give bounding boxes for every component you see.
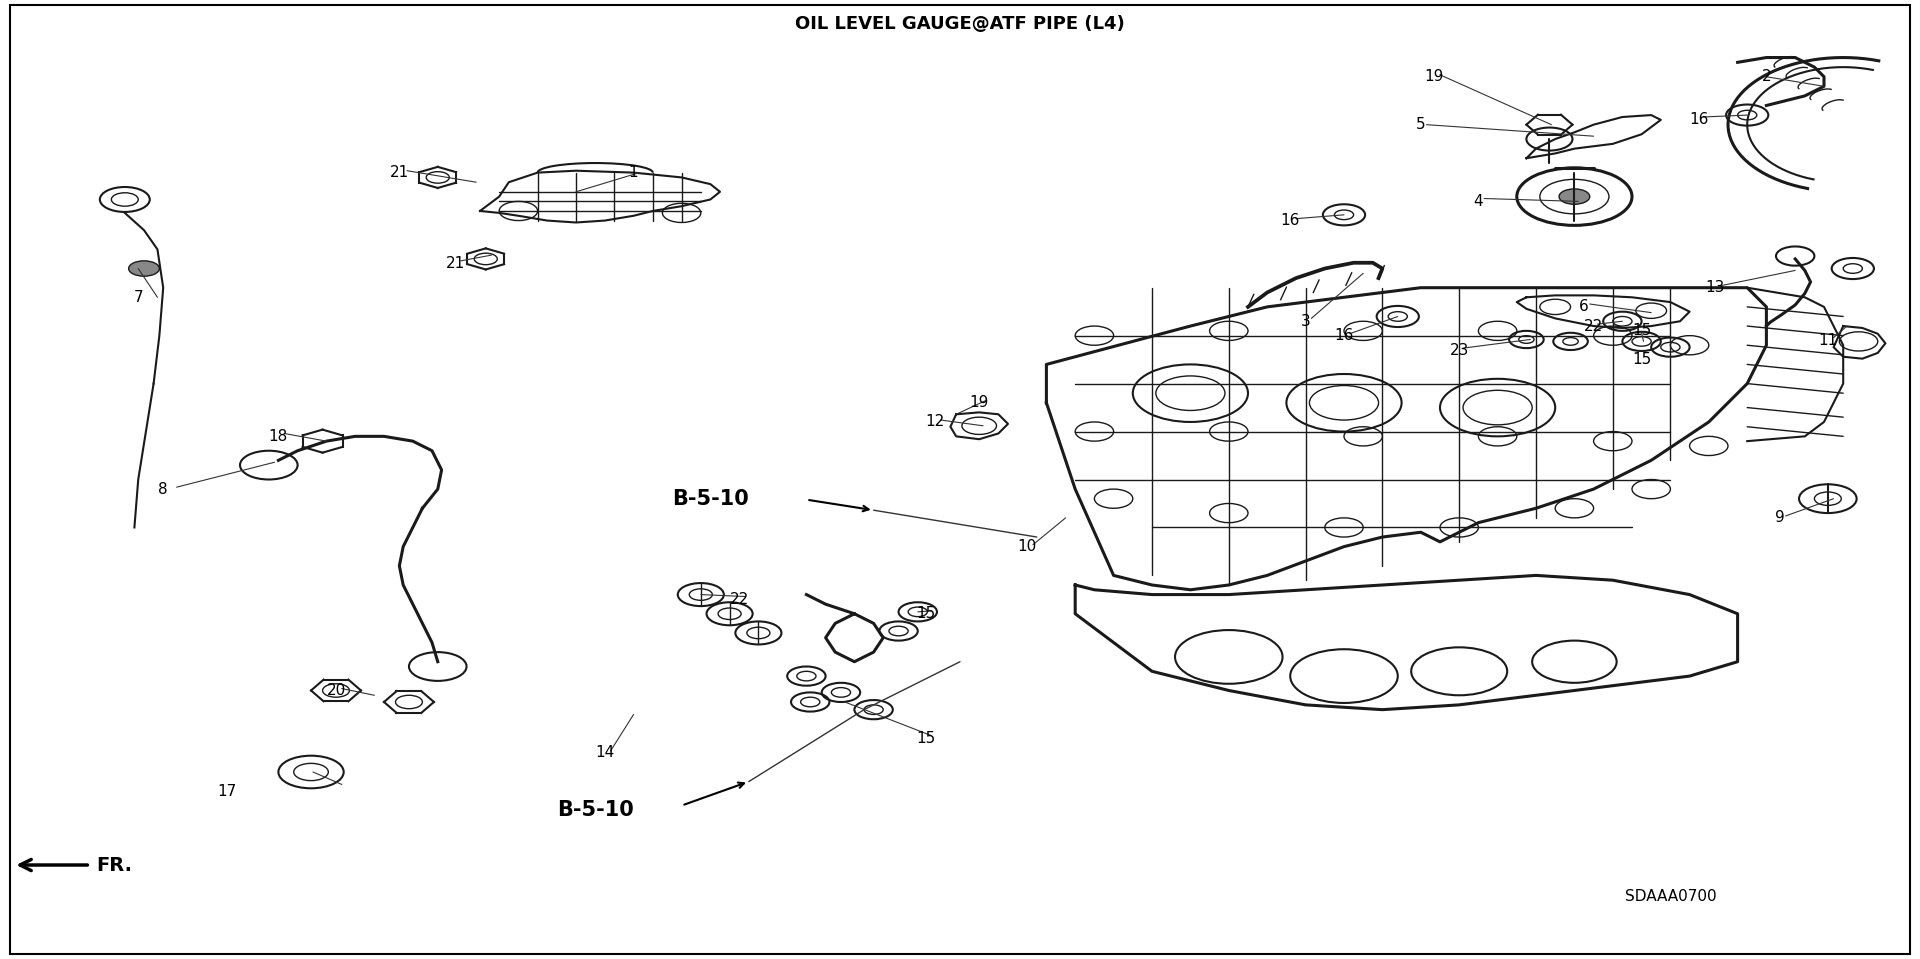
Text: OIL LEVEL GAUGE@ATF PIPE (L4): OIL LEVEL GAUGE@ATF PIPE (L4) <box>795 15 1125 33</box>
Text: 15: 15 <box>916 606 935 621</box>
Text: 19: 19 <box>1425 69 1444 84</box>
Circle shape <box>1594 326 1632 345</box>
Circle shape <box>1690 436 1728 456</box>
Text: SDAAA0700: SDAAA0700 <box>1624 889 1716 904</box>
Text: B-5-10: B-5-10 <box>672 489 749 508</box>
Text: 6: 6 <box>1578 299 1590 315</box>
Text: 12: 12 <box>925 414 945 430</box>
Text: 3: 3 <box>1300 314 1311 329</box>
Text: FR.: FR. <box>96 855 132 875</box>
Circle shape <box>1632 480 1670 499</box>
Text: 13: 13 <box>1705 280 1724 295</box>
Circle shape <box>1555 499 1594 518</box>
Circle shape <box>1478 321 1517 340</box>
Circle shape <box>1344 321 1382 340</box>
Text: 23: 23 <box>1450 342 1469 358</box>
Circle shape <box>1478 427 1517 446</box>
Circle shape <box>1325 518 1363 537</box>
Text: B-5-10: B-5-10 <box>557 801 634 820</box>
Text: 1: 1 <box>628 165 639 180</box>
Text: 19: 19 <box>970 395 989 410</box>
Circle shape <box>1210 503 1248 523</box>
Text: 16: 16 <box>1334 328 1354 343</box>
Circle shape <box>1210 422 1248 441</box>
Text: 5: 5 <box>1415 117 1427 132</box>
Text: 15: 15 <box>916 731 935 746</box>
Text: 22: 22 <box>730 592 749 607</box>
Text: 9: 9 <box>1774 510 1786 526</box>
Text: 15: 15 <box>1632 323 1651 339</box>
Text: 17: 17 <box>217 784 236 799</box>
Text: 4: 4 <box>1473 194 1484 209</box>
Text: 16: 16 <box>1690 112 1709 128</box>
Text: 22: 22 <box>1584 318 1603 334</box>
Text: 21: 21 <box>445 256 465 271</box>
Text: 14: 14 <box>595 745 614 760</box>
Text: 11: 11 <box>1818 333 1837 348</box>
Circle shape <box>1440 518 1478 537</box>
Text: 8: 8 <box>157 481 169 497</box>
Circle shape <box>1094 489 1133 508</box>
Text: 16: 16 <box>1281 213 1300 228</box>
Text: 20: 20 <box>326 683 346 698</box>
Circle shape <box>1075 326 1114 345</box>
Circle shape <box>1344 427 1382 446</box>
Circle shape <box>1670 336 1709 355</box>
Text: 10: 10 <box>1018 539 1037 554</box>
Text: 15: 15 <box>1632 352 1651 367</box>
Text: 18: 18 <box>269 429 288 444</box>
Text: 21: 21 <box>390 165 409 180</box>
Text: 7: 7 <box>132 290 144 305</box>
Circle shape <box>1559 189 1590 204</box>
Circle shape <box>1210 321 1248 340</box>
Circle shape <box>1594 432 1632 451</box>
Circle shape <box>1075 422 1114 441</box>
Text: 2: 2 <box>1761 69 1772 84</box>
Circle shape <box>129 261 159 276</box>
